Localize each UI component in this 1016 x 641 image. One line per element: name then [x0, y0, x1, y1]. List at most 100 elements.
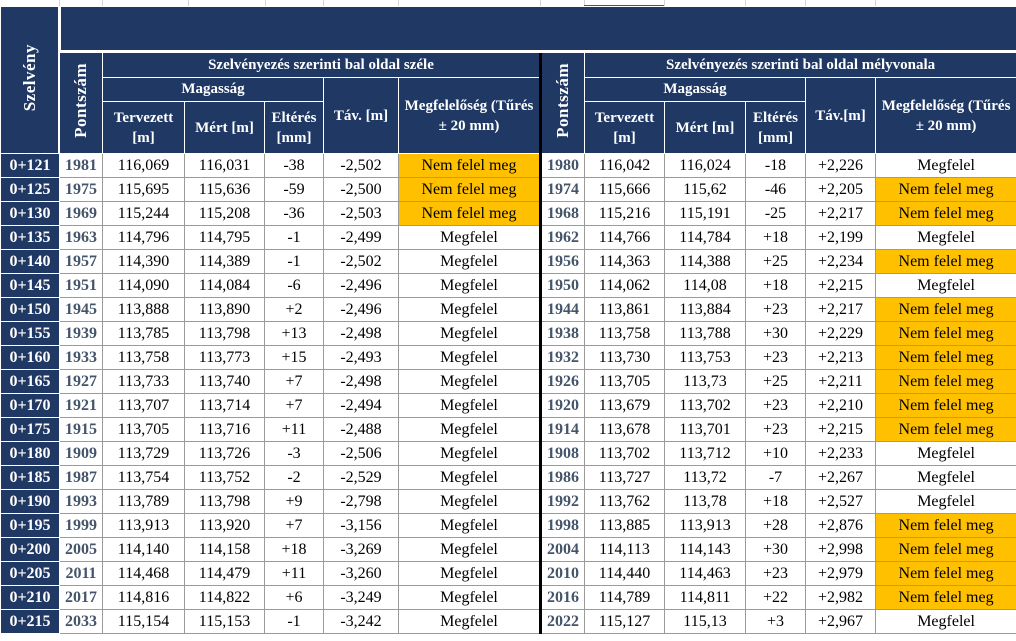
- mert-left-cell[interactable]: 113,716: [184, 417, 265, 442]
- header-tervezett-right[interactable]: Tervezett [m]: [584, 101, 665, 154]
- tervezett-left-cell[interactable]: 115,244: [102, 201, 185, 226]
- tav-right-cell[interactable]: +2,233: [805, 441, 876, 466]
- megfeleloseg-right-cell[interactable]: Nem felel meg: [874, 249, 1016, 274]
- header-megfeleloseg-right[interactable]: Megfelelőség (Tűrés ± 20 mm): [874, 77, 1016, 154]
- pontszam-right-cell[interactable]: 1950: [539, 273, 585, 298]
- tervezett-left-cell[interactable]: 113,729: [102, 441, 185, 466]
- mert-left-cell[interactable]: 114,479: [184, 561, 265, 586]
- szelveny-cell[interactable]: 0+160: [0, 345, 60, 370]
- mert-right-cell[interactable]: 113,702: [664, 393, 746, 418]
- megfeleloseg-right-cell[interactable]: Nem felel meg: [874, 321, 1016, 346]
- tervezett-right-cell[interactable]: 114,363: [584, 249, 665, 274]
- megfeleloseg-left-cell[interactable]: Megfelel: [398, 249, 541, 274]
- szelveny-cell[interactable]: 0+140: [0, 249, 60, 274]
- tervezett-left-cell[interactable]: 114,816: [102, 585, 185, 610]
- pontszam-right-cell[interactable]: 1908: [539, 441, 585, 466]
- elteres-right-cell[interactable]: +23: [745, 297, 806, 322]
- mert-right-cell[interactable]: 113,788: [664, 321, 746, 346]
- elteres-right-cell[interactable]: +30: [745, 537, 806, 562]
- elteres-right-cell[interactable]: +25: [745, 369, 806, 394]
- pontszam-left-cell[interactable]: 1909: [59, 441, 103, 466]
- tav-left-cell[interactable]: -2,493: [323, 345, 399, 370]
- pontszam-left-cell[interactable]: 1933: [59, 345, 103, 370]
- mert-left-cell[interactable]: 114,389: [184, 249, 265, 274]
- pontszam-left-cell[interactable]: 1915: [59, 417, 103, 442]
- tervezett-left-cell[interactable]: 113,733: [102, 369, 185, 394]
- megfeleloseg-right-cell[interactable]: Megfelel: [874, 441, 1016, 466]
- pontszam-right-cell[interactable]: 2016: [539, 585, 585, 610]
- pontszam-right-cell[interactable]: 1932: [539, 345, 585, 370]
- tervezett-left-cell[interactable]: 114,140: [102, 537, 185, 562]
- elteres-left-cell[interactable]: +7: [264, 513, 324, 538]
- tav-right-cell[interactable]: +2,982: [805, 585, 876, 610]
- megfeleloseg-right-cell[interactable]: Nem felel meg: [874, 393, 1016, 418]
- header-left-group[interactable]: Szelvényezés szerinti bal oldal széle: [102, 51, 541, 78]
- szelveny-cell[interactable]: 0+130: [0, 201, 60, 226]
- header-szelveny[interactable]: Szelvény: [0, 6, 60, 154]
- elteres-left-cell[interactable]: +7: [264, 393, 324, 418]
- mert-left-cell[interactable]: 114,822: [184, 585, 265, 610]
- elteres-right-cell[interactable]: +10: [745, 441, 806, 466]
- elteres-right-cell[interactable]: +23: [745, 393, 806, 418]
- tav-right-cell[interactable]: +2,211: [805, 369, 876, 394]
- szelveny-cell[interactable]: 0+205: [0, 561, 60, 586]
- tav-left-cell[interactable]: -2,496: [323, 273, 399, 298]
- mert-right-cell[interactable]: 114,811: [664, 585, 746, 610]
- pontszam-right-cell[interactable]: 1980: [539, 153, 585, 178]
- pontszam-right-cell[interactable]: 1986: [539, 465, 585, 490]
- mert-right-cell[interactable]: 114,784: [664, 225, 746, 250]
- elteres-left-cell[interactable]: +11: [264, 417, 324, 442]
- tav-right-cell[interactable]: +2,998: [805, 537, 876, 562]
- mert-right-cell[interactable]: 113,712: [664, 441, 746, 466]
- elteres-left-cell[interactable]: -3: [264, 441, 324, 466]
- mert-left-cell[interactable]: 115,153: [184, 609, 265, 634]
- elteres-right-cell[interactable]: -7: [745, 465, 806, 490]
- pontszam-right-cell[interactable]: 1938: [539, 321, 585, 346]
- tervezett-right-cell[interactable]: 114,113: [584, 537, 665, 562]
- tervezett-right-cell[interactable]: 116,042: [584, 153, 665, 178]
- tav-left-cell[interactable]: -2,529: [323, 465, 399, 490]
- header-tav-left[interactable]: Táv. [m]: [323, 77, 399, 154]
- elteres-left-cell[interactable]: -59: [264, 177, 324, 202]
- tav-left-cell[interactable]: -3,242: [323, 609, 399, 634]
- tav-left-cell[interactable]: -2,500: [323, 177, 399, 202]
- tervezett-left-cell[interactable]: 116,069: [102, 153, 185, 178]
- pontszam-left-cell[interactable]: 1993: [59, 489, 103, 514]
- tav-left-cell[interactable]: -2,798: [323, 489, 399, 514]
- tav-left-cell[interactable]: -2,503: [323, 201, 399, 226]
- header-tav-right[interactable]: Táv.[m]: [805, 77, 876, 154]
- mert-right-cell[interactable]: 114,08: [664, 273, 746, 298]
- header-elteres-right[interactable]: Eltérés [mm]: [745, 101, 806, 154]
- mert-right-cell[interactable]: 115,13: [664, 609, 746, 634]
- elteres-left-cell[interactable]: -1: [264, 609, 324, 634]
- pontszam-right-cell[interactable]: 1956: [539, 249, 585, 274]
- tervezett-left-cell[interactable]: 114,468: [102, 561, 185, 586]
- mert-left-cell[interactable]: 113,798: [184, 489, 265, 514]
- pontszam-right-cell[interactable]: 1968: [539, 201, 585, 226]
- tav-left-cell[interactable]: -2,488: [323, 417, 399, 442]
- megfeleloseg-left-cell[interactable]: Megfelel: [398, 585, 541, 610]
- elteres-left-cell[interactable]: -36: [264, 201, 324, 226]
- szelveny-cell[interactable]: 0+145: [0, 273, 60, 298]
- tav-right-cell[interactable]: +2,205: [805, 177, 876, 202]
- szelveny-cell[interactable]: 0+175: [0, 417, 60, 442]
- tav-left-cell[interactable]: -2,502: [323, 249, 399, 274]
- megfeleloseg-right-cell[interactable]: Nem felel meg: [874, 513, 1016, 538]
- tervezett-right-cell[interactable]: 113,762: [584, 489, 665, 514]
- tav-right-cell[interactable]: +2,217: [805, 201, 876, 226]
- elteres-left-cell[interactable]: +18: [264, 537, 324, 562]
- tav-right-cell[interactable]: +2,217: [805, 297, 876, 322]
- tervezett-right-cell[interactable]: 114,440: [584, 561, 665, 586]
- elteres-left-cell[interactable]: -6: [264, 273, 324, 298]
- megfeleloseg-left-cell[interactable]: Nem felel meg: [398, 177, 541, 202]
- pontszam-left-cell[interactable]: 1951: [59, 273, 103, 298]
- pontszam-left-cell[interactable]: 1945: [59, 297, 103, 322]
- mert-left-cell[interactable]: 113,740: [184, 369, 265, 394]
- tervezett-left-cell[interactable]: 114,390: [102, 249, 185, 274]
- tervezett-right-cell[interactable]: 113,679: [584, 393, 665, 418]
- tervezett-left-cell[interactable]: 113,754: [102, 465, 185, 490]
- tav-left-cell[interactable]: -2,499: [323, 225, 399, 250]
- tervezett-left-cell[interactable]: 113,707: [102, 393, 185, 418]
- megfeleloseg-left-cell[interactable]: Megfelel: [398, 297, 541, 322]
- tervezett-right-cell[interactable]: 114,766: [584, 225, 665, 250]
